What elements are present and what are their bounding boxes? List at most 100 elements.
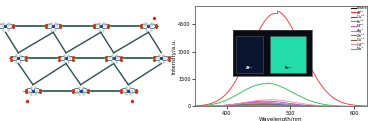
- Na⁺: [310, 106, 314, 107]
- Cu²⁺: [192, 106, 197, 107]
- Ag⁺: [192, 106, 197, 107]
- blank: [223, 106, 228, 107]
- Co²⁺: [310, 106, 314, 107]
- Na⁺: [259, 105, 264, 106]
- Zn²⁺: [192, 106, 197, 107]
- Fe³⁺: [237, 92, 242, 94]
- Cd²⁺: [272, 99, 276, 101]
- Co²⁺: [296, 105, 301, 107]
- Cu²⁺: [272, 103, 276, 105]
- Cd²⁺: [325, 105, 329, 107]
- blank: [237, 105, 242, 106]
- Line: Cu²⁺: Cu²⁺: [195, 104, 370, 106]
- Cu²⁺: [296, 105, 301, 106]
- Al³⁺: [325, 91, 329, 93]
- Cu²⁺: [325, 106, 329, 107]
- Zn²⁺: [310, 105, 314, 106]
- Al³⁺: [367, 105, 372, 107]
- blank: [192, 106, 197, 107]
- Line: Na⁺: Na⁺: [195, 105, 370, 106]
- Al³⁺: [310, 69, 314, 70]
- Ag⁺: [367, 106, 372, 107]
- Ni²⁺: [296, 105, 301, 106]
- Zn²⁺: [325, 106, 329, 107]
- Line: Cd²⁺: Cd²⁺: [195, 100, 370, 106]
- Line: Ag⁺: Ag⁺: [195, 103, 370, 106]
- Ni²⁺: [367, 106, 372, 107]
- Line: Ni²⁺: Ni²⁺: [195, 102, 370, 106]
- Cu²⁺: [367, 106, 372, 107]
- Cd²⁺: [310, 104, 314, 106]
- Na⁺: [272, 105, 276, 106]
- Ag⁺: [296, 105, 301, 106]
- Ag⁺: [262, 102, 266, 104]
- Legend: blank, Al³⁺, Cu²⁺, Fe³⁺, Ni²⁺, Ag⁺, Zn²⁺, Co²⁺, Cd²⁺, Na⁺: blank, Al³⁺, Cu²⁺, Fe³⁺, Ni²⁺, Ag⁺, Zn²⁺…: [351, 6, 368, 52]
- Y-axis label: Intensity/a.u.: Intensity/a.u.: [172, 38, 177, 74]
- Zn²⁺: [367, 106, 372, 107]
- Ag⁺: [237, 104, 242, 105]
- Na⁺: [296, 106, 301, 107]
- Co²⁺: [237, 104, 242, 106]
- Co²⁺: [367, 106, 372, 107]
- Na⁺: [223, 105, 228, 107]
- Ni²⁺: [259, 102, 264, 103]
- Line: Fe³⁺: Fe³⁺: [195, 83, 370, 106]
- Ni²⁺: [310, 105, 314, 107]
- Na⁺: [192, 106, 197, 107]
- Ag⁺: [325, 106, 329, 107]
- Cd²⁺: [223, 105, 228, 106]
- blank: [296, 105, 301, 106]
- Zn²⁺: [223, 105, 228, 106]
- Cu²⁺: [263, 103, 267, 104]
- Line: blank: blank: [195, 105, 370, 106]
- Al³⁺: [276, 10, 280, 12]
- Cd²⁺: [269, 99, 274, 100]
- Na⁺: [325, 106, 329, 107]
- Al³⁺: [237, 72, 242, 74]
- Fe³⁺: [367, 106, 372, 107]
- Fe³⁺: [223, 100, 228, 101]
- Fe³⁺: [266, 82, 270, 84]
- Co²⁺: [223, 105, 228, 106]
- Ni²⁺: [237, 103, 242, 104]
- Fe³⁺: [296, 95, 301, 96]
- Al³⁺: [223, 94, 228, 95]
- X-axis label: Wavelength/nm: Wavelength/nm: [259, 117, 302, 121]
- Fe³⁺: [325, 104, 329, 106]
- Zn²⁺: [237, 103, 242, 104]
- Al³⁺: [272, 13, 276, 14]
- Ag⁺: [223, 105, 228, 106]
- Co²⁺: [272, 104, 276, 106]
- Fe³⁺: [192, 105, 197, 107]
- blank: [272, 104, 276, 106]
- Ni²⁺: [192, 106, 197, 107]
- Cd²⁺: [192, 106, 197, 107]
- Cd²⁺: [296, 102, 301, 104]
- Fe³⁺: [310, 101, 314, 102]
- Co²⁺: [325, 106, 329, 107]
- Cu²⁺: [237, 104, 242, 106]
- Zn²⁺: [296, 104, 301, 105]
- Al³⁺: [192, 105, 197, 107]
- Co²⁺: [192, 106, 197, 107]
- blank: [269, 104, 274, 106]
- Line: Al³⁺: Al³⁺: [195, 11, 370, 106]
- Cu²⁺: [223, 105, 228, 107]
- Cd²⁺: [367, 106, 372, 107]
- Cd²⁺: [237, 103, 242, 104]
- Na⁺: [237, 105, 242, 106]
- blank: [310, 105, 314, 107]
- blank: [325, 106, 329, 107]
- Ni²⁺: [272, 102, 276, 104]
- Zn²⁺: [264, 100, 268, 102]
- Cu²⁺: [310, 105, 314, 107]
- Ni²⁺: [325, 106, 329, 107]
- Zn²⁺: [272, 101, 276, 102]
- Ag⁺: [272, 103, 276, 104]
- Ag⁺: [310, 105, 314, 107]
- Line: Zn²⁺: Zn²⁺: [195, 101, 370, 106]
- Line: Co²⁺: Co²⁺: [195, 105, 370, 106]
- blank: [367, 106, 372, 107]
- Na⁺: [367, 106, 372, 107]
- Al³⁺: [296, 40, 301, 41]
